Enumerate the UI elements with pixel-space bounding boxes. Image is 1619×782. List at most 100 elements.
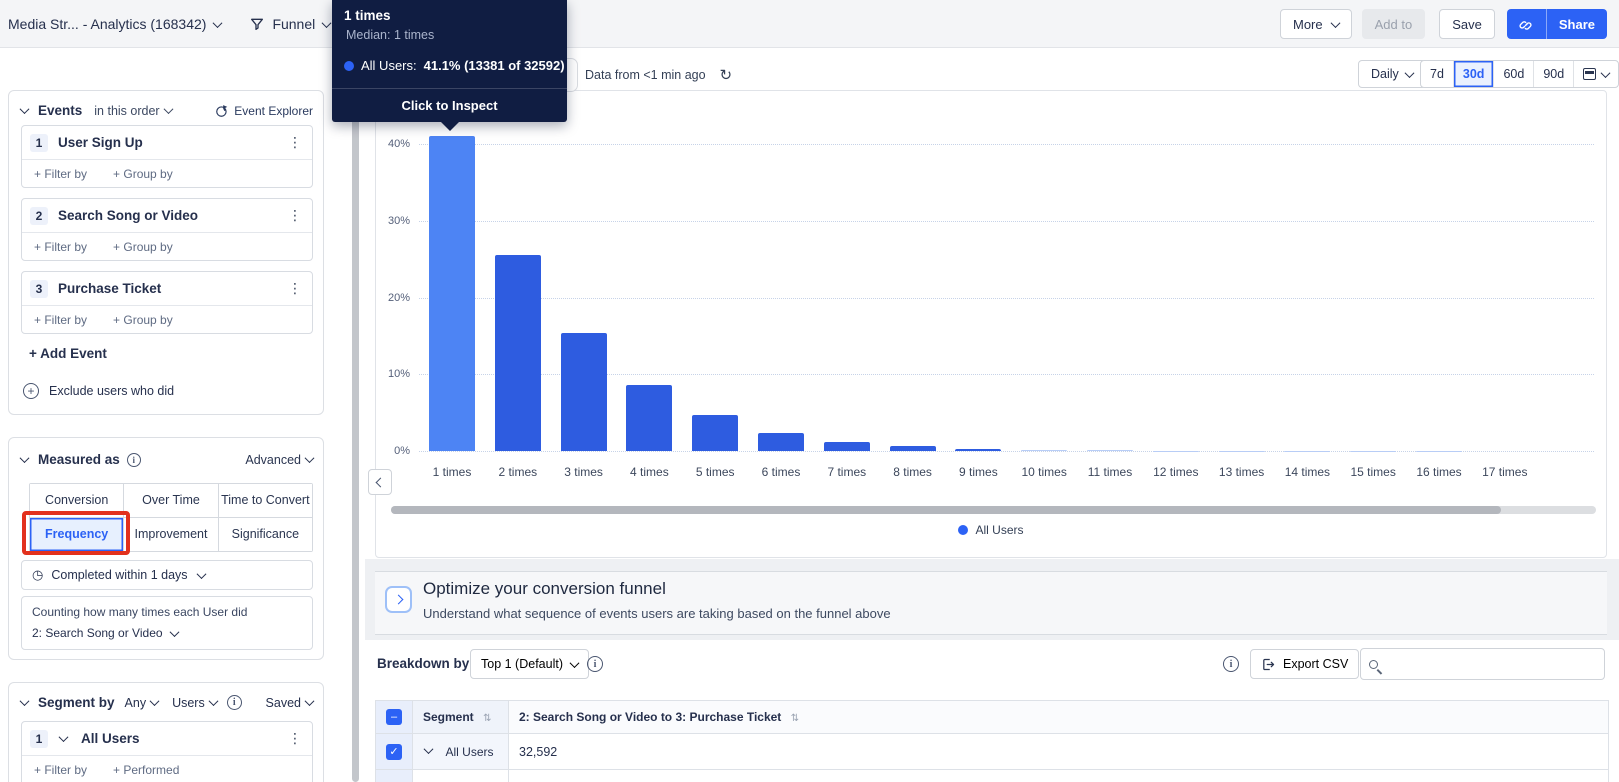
info-icon[interactable]: i: [226, 695, 242, 710]
collapse-panel-icon[interactable]: [19, 104, 30, 115]
users-selector[interactable]: Users: [172, 696, 219, 710]
segment-by-panel: Segment by Any Users i Saved 1 All Users…: [8, 682, 324, 782]
any-selector[interactable]: Any: [125, 696, 160, 710]
counting-box: Counting how many times each User did 2:…: [21, 596, 313, 650]
more-button[interactable]: More: [1280, 9, 1352, 39]
kebab-menu-icon[interactable]: ⋮: [288, 207, 302, 223]
horizontal-scrollbar[interactable]: [391, 506, 1596, 514]
event-order-selector[interactable]: in this order: [94, 104, 174, 118]
share-button[interactable]: Share: [1547, 9, 1607, 39]
copy-link-button[interactable]: [1507, 9, 1546, 39]
filter-by-link[interactable]: + Filter by: [34, 312, 88, 327]
sort-icon[interactable]: ⇅: [483, 713, 492, 724]
segment-by-title: Segment by: [38, 695, 115, 710]
bar[interactable]: [560, 332, 607, 451]
event-row[interactable]: 1 User Sign Up ⋮ + Filter by + Group by: [21, 125, 313, 188]
bar[interactable]: [428, 135, 475, 451]
bar[interactable]: [494, 254, 541, 451]
tab-conversion[interactable]: Conversion: [30, 484, 124, 517]
group-by-link[interactable]: + Group by: [113, 239, 173, 254]
row-checkbox[interactable]: ✓: [386, 743, 402, 760]
range-90d[interactable]: 90d: [1534, 61, 1575, 87]
bar[interactable]: [626, 385, 673, 451]
counting-event-label: 2: Search Song or Video: [32, 626, 163, 640]
filter-by-link[interactable]: + Filter by: [34, 166, 88, 181]
custom-date-button[interactable]: [1574, 61, 1618, 87]
segment-row[interactable]: 1 All Users ⋮ + Filter by + Performed: [21, 721, 313, 782]
sort-icon[interactable]: ⇅: [790, 713, 800, 724]
chart-card: 0% 10% 20% 30% 40% 1 times 2 times 3 times 4 ti…: [368, 90, 1607, 558]
vertical-scrollbar[interactable]: [352, 56, 359, 782]
range-30d[interactable]: 30d: [1453, 61, 1495, 87]
kebab-menu-icon[interactable]: ⋮: [288, 280, 302, 296]
kebab-menu-icon[interactable]: ⋮: [288, 134, 302, 150]
add-to-button[interactable]: Add to: [1361, 9, 1426, 39]
collapse-panel-icon[interactable]: [19, 453, 30, 464]
save-button[interactable]: Save: [1439, 9, 1495, 39]
tab-improvement[interactable]: Improvement: [124, 518, 218, 551]
range-60d[interactable]: 60d: [1494, 61, 1535, 87]
tab-frequency[interactable]: Frequency: [30, 518, 124, 551]
refresh-icon[interactable]: ↻: [719, 67, 733, 84]
group-by-link[interactable]: + Group by: [113, 166, 173, 181]
export-csv-button[interactable]: Export CSV: [1250, 649, 1360, 679]
x-tick-label: 11 times: [1087, 465, 1133, 479]
segment-number-chip: 1: [30, 729, 48, 748]
funnel-icon: [251, 18, 264, 30]
bar[interactable]: [692, 414, 739, 451]
gridline: [419, 144, 1594, 145]
completed-within-selector[interactable]: ◷ Completed within 1 days: [21, 560, 313, 590]
save-label: Save: [1452, 16, 1482, 32]
bar[interactable]: [889, 446, 936, 451]
legend-label[interactable]: All Users: [975, 523, 1024, 537]
kebab-menu-icon[interactable]: ⋮: [288, 730, 302, 746]
group-by-link[interactable]: + Group by: [113, 312, 173, 327]
event-row[interactable]: 2 Search Song or Video ⋮ + Filter by + G…: [21, 198, 313, 261]
export-csv-label: Export CSV: [1283, 657, 1349, 671]
info-icon[interactable]: i: [587, 656, 603, 672]
bar[interactable]: [955, 448, 1002, 451]
collapse-chart-button[interactable]: [368, 469, 392, 495]
select-all-checkbox[interactable]: –: [386, 709, 402, 725]
x-tick-label: 12 times: [1153, 465, 1199, 479]
tab-over-time[interactable]: Over Time: [124, 484, 218, 517]
granularity-selector[interactable]: Daily: [1358, 60, 1426, 88]
breakdown-search[interactable]: [1360, 648, 1605, 680]
saved-selector[interactable]: Saved: [266, 696, 315, 710]
add-event-button[interactable]: + Add Event: [29, 346, 107, 361]
filter-by-link[interactable]: + Filter by: [34, 762, 88, 777]
chart-type-selector[interactable]: Funnel: [249, 16, 332, 32]
exclude-users-link[interactable]: Exclude users who did: [49, 384, 175, 398]
column-header-step[interactable]: 2: Search Song or Video to 3: Purchase T…: [519, 710, 782, 724]
event-explorer-button[interactable]: Event Explorer: [215, 104, 313, 118]
completed-within-label: Completed within 1 days: [51, 568, 188, 582]
advanced-label: Advanced: [245, 452, 301, 467]
filter-by-link[interactable]: + Filter by: [34, 239, 88, 254]
scrollbar-thumb[interactable]: [391, 506, 1501, 514]
event-row[interactable]: 3 Purchase Ticket ⋮ + Filter by + Group …: [21, 271, 313, 334]
search-input[interactable]: [1384, 657, 1596, 671]
chevron-down-icon[interactable]: [423, 743, 434, 754]
info-icon[interactable]: i: [1223, 656, 1239, 672]
expand-optimize-button[interactable]: [385, 586, 412, 613]
range-7d[interactable]: 7d: [1421, 61, 1454, 87]
performed-link[interactable]: + Performed: [113, 762, 180, 777]
tab-time-to-convert[interactable]: Time to Convert: [218, 484, 312, 517]
bar[interactable]: [757, 432, 804, 451]
collapse-panel-icon[interactable]: [19, 696, 30, 707]
breakdown-top-selector[interactable]: Top 1 (Default): [470, 649, 589, 679]
chevron-down-icon: [212, 17, 223, 28]
column-header-segment[interactable]: Segment: [423, 710, 474, 724]
x-tick-label: 6 times: [761, 465, 801, 479]
tab-significance[interactable]: Significance: [218, 518, 312, 551]
counting-event-selector[interactable]: 2: Search Song or Video: [32, 626, 302, 640]
tooltip-inspect-cta[interactable]: Click to Inspect: [401, 98, 498, 113]
bar[interactable]: [823, 441, 870, 451]
project-selector[interactable]: Media Str... - Analytics (168342): [8, 16, 223, 32]
advanced-selector[interactable]: Advanced: [245, 452, 315, 467]
bar[interactable]: [1086, 450, 1133, 451]
chart-tooltip: 1 times Median: 1 times All Users: 41.1%…: [332, 0, 567, 131]
bar[interactable]: [1021, 449, 1068, 451]
info-icon[interactable]: i: [126, 452, 141, 467]
chevron-down-icon[interactable]: [58, 732, 69, 743]
